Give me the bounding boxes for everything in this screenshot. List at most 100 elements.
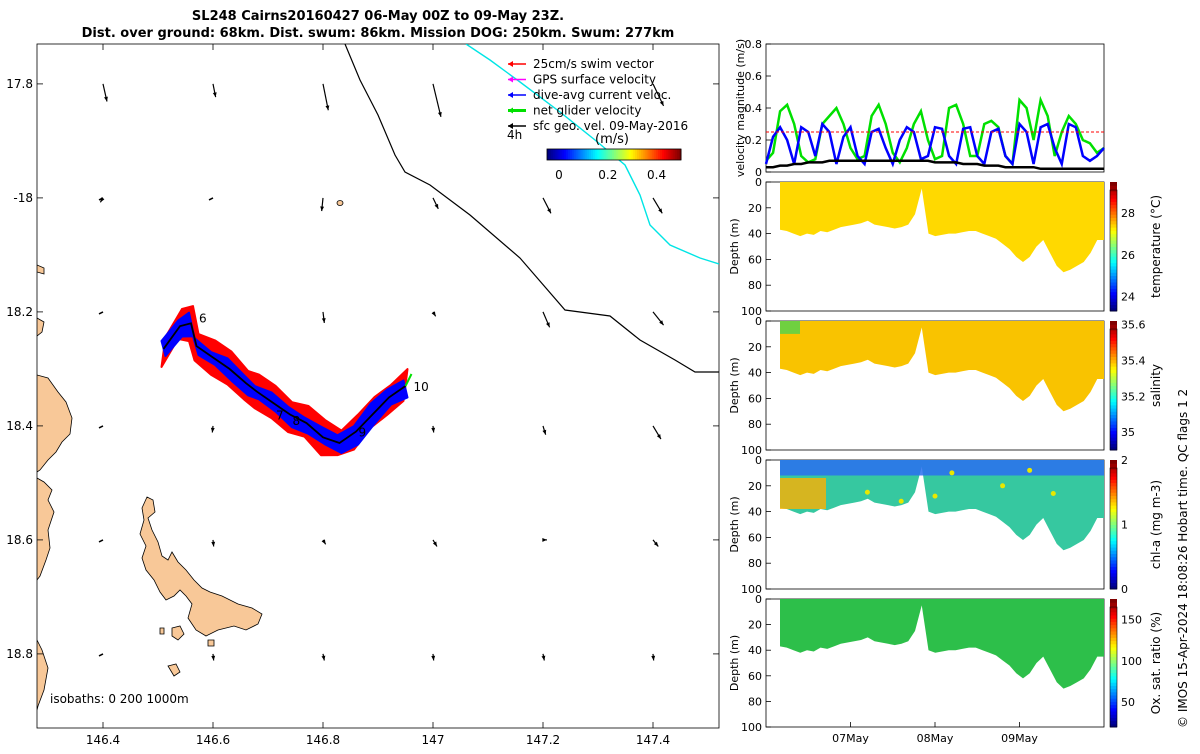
legend-arrowhead [508,107,513,114]
time-x-tick-label: 09May [1001,732,1038,745]
oxygen-colorbar-tick-label: 50 [1121,696,1135,709]
colorbar-cell [553,149,556,160]
chl-colorbar-cell [1110,579,1117,584]
chl-colorbar-cell [1110,501,1117,506]
temperature-colorbar-cell [1110,243,1117,247]
colorbar-cell [653,149,657,160]
chl-dot [898,498,904,504]
oxygen-colorbar-cell [1110,618,1117,622]
isobath-label: isobaths: 0 200 1000m [50,692,189,706]
oxygen-colorbar-tick-label: 150 [1121,614,1142,627]
salinity-colorbar-cell [1110,420,1117,425]
colorbar-cell [614,149,617,160]
chl-colorbar-cell [1110,553,1117,558]
colorbar-cell [605,149,609,160]
figure-title-line1: SL248 Cairns20160427 06-May 00Z to 09-Ma… [192,9,564,24]
chl-colorbar-cell [1110,550,1117,555]
colorbar-cell [645,149,648,160]
salinity-colorbar-tick-label: 35.2 [1121,390,1146,403]
colorbar-cell [616,149,619,160]
salinity-colorbar-cell [1110,327,1117,332]
temperature-colorbar-cell [1110,191,1117,196]
chl-y-tick-label: 60 [748,531,762,544]
chl-surface-band [780,460,1104,476]
salinity-colorbar-tick-label: 35.6 [1121,319,1146,332]
chl-colorbar-cell [1110,576,1117,580]
sfc-velocity-arrowhead [545,322,550,328]
oxygen-colorbar-cell [1110,717,1117,722]
temperature-colorbar-cell [1110,285,1117,289]
oxygen-colorbar-cell [1110,714,1117,718]
legend-arrowhead [508,92,513,98]
sfc-velocity-arrowhead [431,427,436,433]
temperature-colorbar-cell [1110,291,1117,296]
map-legend: 25cm/s swim vector GPS surface velocitydi… [508,57,688,133]
colorbar-cell [626,149,630,160]
salinity-colorbar-cell [1110,395,1117,399]
salinity-y-tick-label: 60 [748,392,762,405]
chl-colorbar-cell [1110,543,1117,548]
track-day-label: 10 [414,380,429,394]
island-small-3 [159,627,165,635]
colorbar-cell [666,149,669,160]
temperature-colorbar-cell [1110,304,1117,309]
chl-y-label: Depth (m) [728,496,741,552]
island-large [139,496,263,637]
salinity-colorbar-cell [1110,424,1117,428]
velocity-series-line [766,159,1104,171]
temperature-colorbar-cell [1110,249,1117,254]
temperature-colorbar-cell [1110,217,1117,222]
legend-label: GPS surface velocity [533,73,656,87]
temperature-colorbar-cell [1110,259,1117,264]
map-x-tick-label: 146.6 [196,733,230,747]
velocity-y-tick-label: 0.4 [745,102,763,115]
colorbar-cell [607,149,611,160]
chl-colorbar-cell [1110,572,1117,577]
sfc-velocity-arrowhead [658,208,663,214]
temperature-colorbar-cell [1110,211,1117,215]
chl-panel: 0 20 40 60 80 100 Depth (m) 0 1 2 chl-a (mg m-3) [728,454,1163,596]
temperature-colorbar-cell [1110,252,1117,257]
map-colorbar: 0 0.2 0.4 [546,148,682,182]
temperature-y-tick-label: 20 [748,202,762,215]
colorbar-cell [618,149,621,160]
temperature-colorbar-cell [1110,272,1117,277]
salinity-colorbar-tick-label: 35 [1121,426,1135,439]
chl-y-tick-label: 80 [748,557,762,570]
island-small-5 [207,639,215,647]
colorbar-cell [580,149,584,160]
chl-colorbar-tick-label: 2 [1121,454,1128,467]
map-x-tick-label: 146.4 [86,733,120,747]
temperature-colorbar-cell [1110,240,1117,244]
colorbar-cell [657,149,661,160]
sfc-velocity-arrowhead [211,655,216,661]
oxygen-colorbar-cell [1110,685,1117,690]
temperature-colorbar-cell [1110,188,1117,193]
oxygen-colorbar-cell [1110,688,1117,693]
oxygen-y-tick-label: 20 [748,619,762,632]
chl-dot [932,493,938,499]
chl-y-tick-label: 40 [748,506,762,519]
sfc-velocity-arrowhead [431,311,436,317]
map-x-tick-label: 147 [422,733,445,747]
colorbar-cell [630,149,634,160]
temperature-colorbar-cell [1110,207,1117,212]
isobath-200m [465,44,719,265]
temperature-colorbar-cell [1110,182,1117,186]
legend-arrowhead [508,61,513,67]
colorbar-cell [551,149,554,160]
oxygen-colorbar-cell [1110,723,1117,728]
chl-colorbar-label: chl-a (mg m-3) [1149,480,1163,569]
velocity-axes [765,43,1105,173]
sfc-velocity-arrowhead [542,429,547,435]
map-x-tick-label: 147.4 [636,733,670,747]
sfc-velocity-arrowhead [651,655,656,661]
oxygen-colorbar-cell [1110,608,1117,613]
oxygen-colorbar-cell [1110,615,1117,619]
colorbar-cell [576,149,579,160]
colorbar-cell [563,149,567,160]
temperature-colorbar-tick-label: 28 [1121,207,1135,220]
sfc-velocity-arrowhead [434,203,439,209]
colorbar-tick-label: 0.4 [647,168,666,182]
chl-y-tick-label: 0 [755,454,762,467]
